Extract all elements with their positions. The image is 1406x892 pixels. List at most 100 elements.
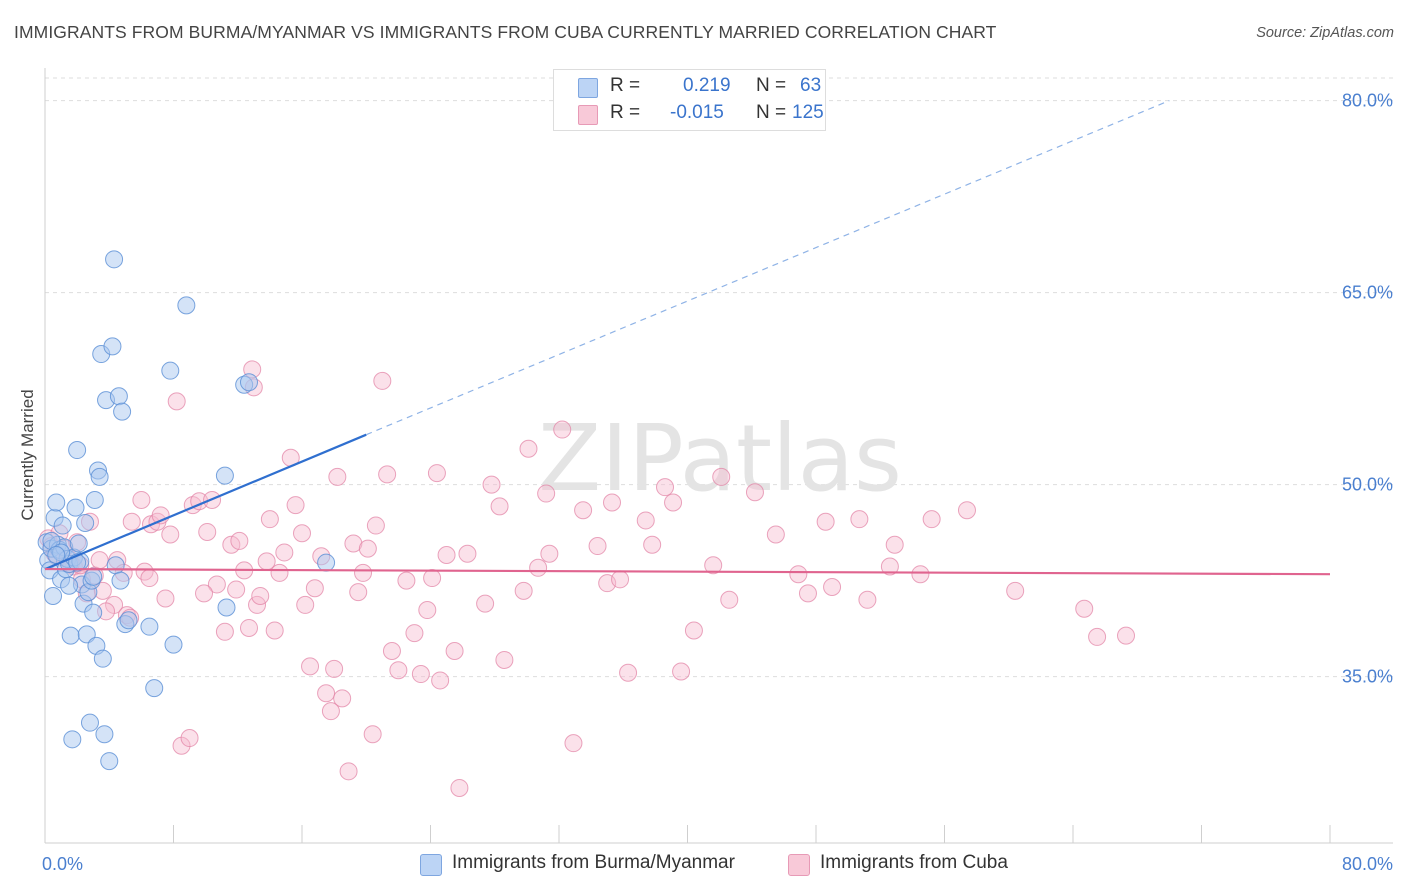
point-cuba (260, 510, 279, 529)
legend-swatch-cuba (578, 105, 598, 125)
trend-line-cuba (44, 567, 1331, 576)
legend-n-value-cuba: 125 (792, 102, 824, 123)
trend-line-burma-extension (366, 100, 1170, 436)
point-burma (103, 337, 122, 356)
point-cuba (514, 581, 533, 600)
watermark: ZIPatlas (538, 405, 902, 512)
point-cuba (265, 621, 284, 640)
legend-n-label: N = (756, 75, 787, 96)
point-cuba (458, 544, 477, 563)
point-cuba (366, 516, 385, 535)
chart-title: IMMIGRANTS FROM BURMA/MYANMAR VS IMMIGRA… (14, 22, 997, 42)
point-cuba (482, 475, 501, 494)
point-cuba (437, 546, 456, 564)
legend-r-value-burma: 0.219 (683, 75, 731, 96)
point-cuba (1088, 627, 1107, 646)
point-cuba (431, 671, 450, 690)
point-cuba (858, 590, 877, 609)
point-cuba (588, 537, 607, 556)
point-burma (317, 553, 336, 572)
point-burma (93, 649, 112, 668)
point-cuba (445, 642, 464, 660)
point-cuba (603, 493, 622, 512)
point-cuba (328, 467, 347, 486)
point-cuba (215, 622, 234, 641)
legend-n-value-burma: 63 (800, 75, 822, 96)
legend-r-value-cuba: -0.015 (670, 102, 724, 123)
point-burma (95, 725, 114, 744)
point-cuba (529, 558, 548, 577)
point-cuba (816, 512, 835, 531)
point-cuba (911, 565, 930, 584)
point-burma (76, 514, 95, 532)
point-cuba (823, 578, 842, 596)
legend-r-label: R = (610, 75, 641, 96)
point-cuba (450, 778, 469, 797)
point-cuba (389, 661, 408, 680)
bottom-legend-swatch-burma (420, 854, 442, 876)
point-cuba (90, 551, 109, 570)
point-cuba (156, 589, 175, 608)
point-cuba (296, 595, 315, 614)
point-burma (68, 441, 87, 460)
point-cuba (789, 565, 808, 584)
point-cuba (1117, 626, 1136, 645)
point-cuba (553, 420, 572, 439)
point-cuba (230, 531, 249, 550)
bottom-legend-label-burma: Immigrants from Burma/Myanmar (452, 852, 735, 873)
point-cuba (286, 496, 305, 515)
point-cuba (1075, 599, 1094, 618)
point-cuba (490, 497, 509, 516)
point-cuba (922, 510, 941, 529)
point-cuba (180, 729, 199, 748)
point-cuba (619, 663, 638, 682)
point-cuba (382, 642, 401, 660)
point-cuba (643, 535, 662, 554)
point-cuba (720, 590, 739, 609)
x-tick-label: 80.0% (1342, 854, 1393, 874)
source-label: Source: ZipAtlas.com (1256, 25, 1394, 41)
point-burma (119, 611, 138, 630)
point-burma (111, 571, 130, 590)
point-cuba (339, 762, 358, 781)
y-tick-label: 35.0% (1342, 667, 1393, 687)
point-cuba (354, 563, 373, 582)
point-burma (106, 556, 125, 575)
point-cuba (704, 556, 723, 575)
point-cuba (140, 569, 159, 588)
point-burma (109, 387, 128, 406)
point-cuba (270, 563, 289, 582)
legend-swatch-burma (578, 78, 598, 98)
point-cuba (239, 618, 258, 637)
point-burma (113, 402, 132, 421)
point-cuba (427, 464, 446, 483)
point-burma (60, 576, 79, 595)
point-cuba (537, 484, 556, 503)
bottom-legend-swatch-cuba (788, 854, 810, 876)
point-cuba (161, 525, 180, 544)
point-cuba (167, 392, 186, 411)
point-cuba (712, 467, 731, 486)
x-tick-label: 0.0% (42, 854, 83, 874)
point-burma (177, 296, 196, 315)
axes (44, 68, 1393, 844)
point-burma (145, 679, 164, 698)
point-cuba (358, 539, 377, 558)
point-burma (105, 250, 124, 269)
point-cuba (766, 525, 785, 544)
stats-legend: R = 0.219 N = 63 R = -0.015 N = 125 (553, 69, 826, 131)
point-cuba (305, 579, 324, 598)
point-cuba (349, 583, 368, 602)
point-cuba (344, 534, 363, 553)
point-cuba (636, 511, 655, 530)
point-cuba (325, 659, 344, 678)
point-cuba (540, 544, 559, 563)
point-burma (100, 752, 119, 771)
trend-lines (44, 100, 1331, 576)
point-burma (217, 598, 236, 617)
point-cuba (423, 569, 442, 588)
point-burma (140, 617, 159, 636)
point-burma (239, 373, 258, 392)
point-burma (47, 493, 66, 512)
point-cuba (957, 501, 976, 520)
